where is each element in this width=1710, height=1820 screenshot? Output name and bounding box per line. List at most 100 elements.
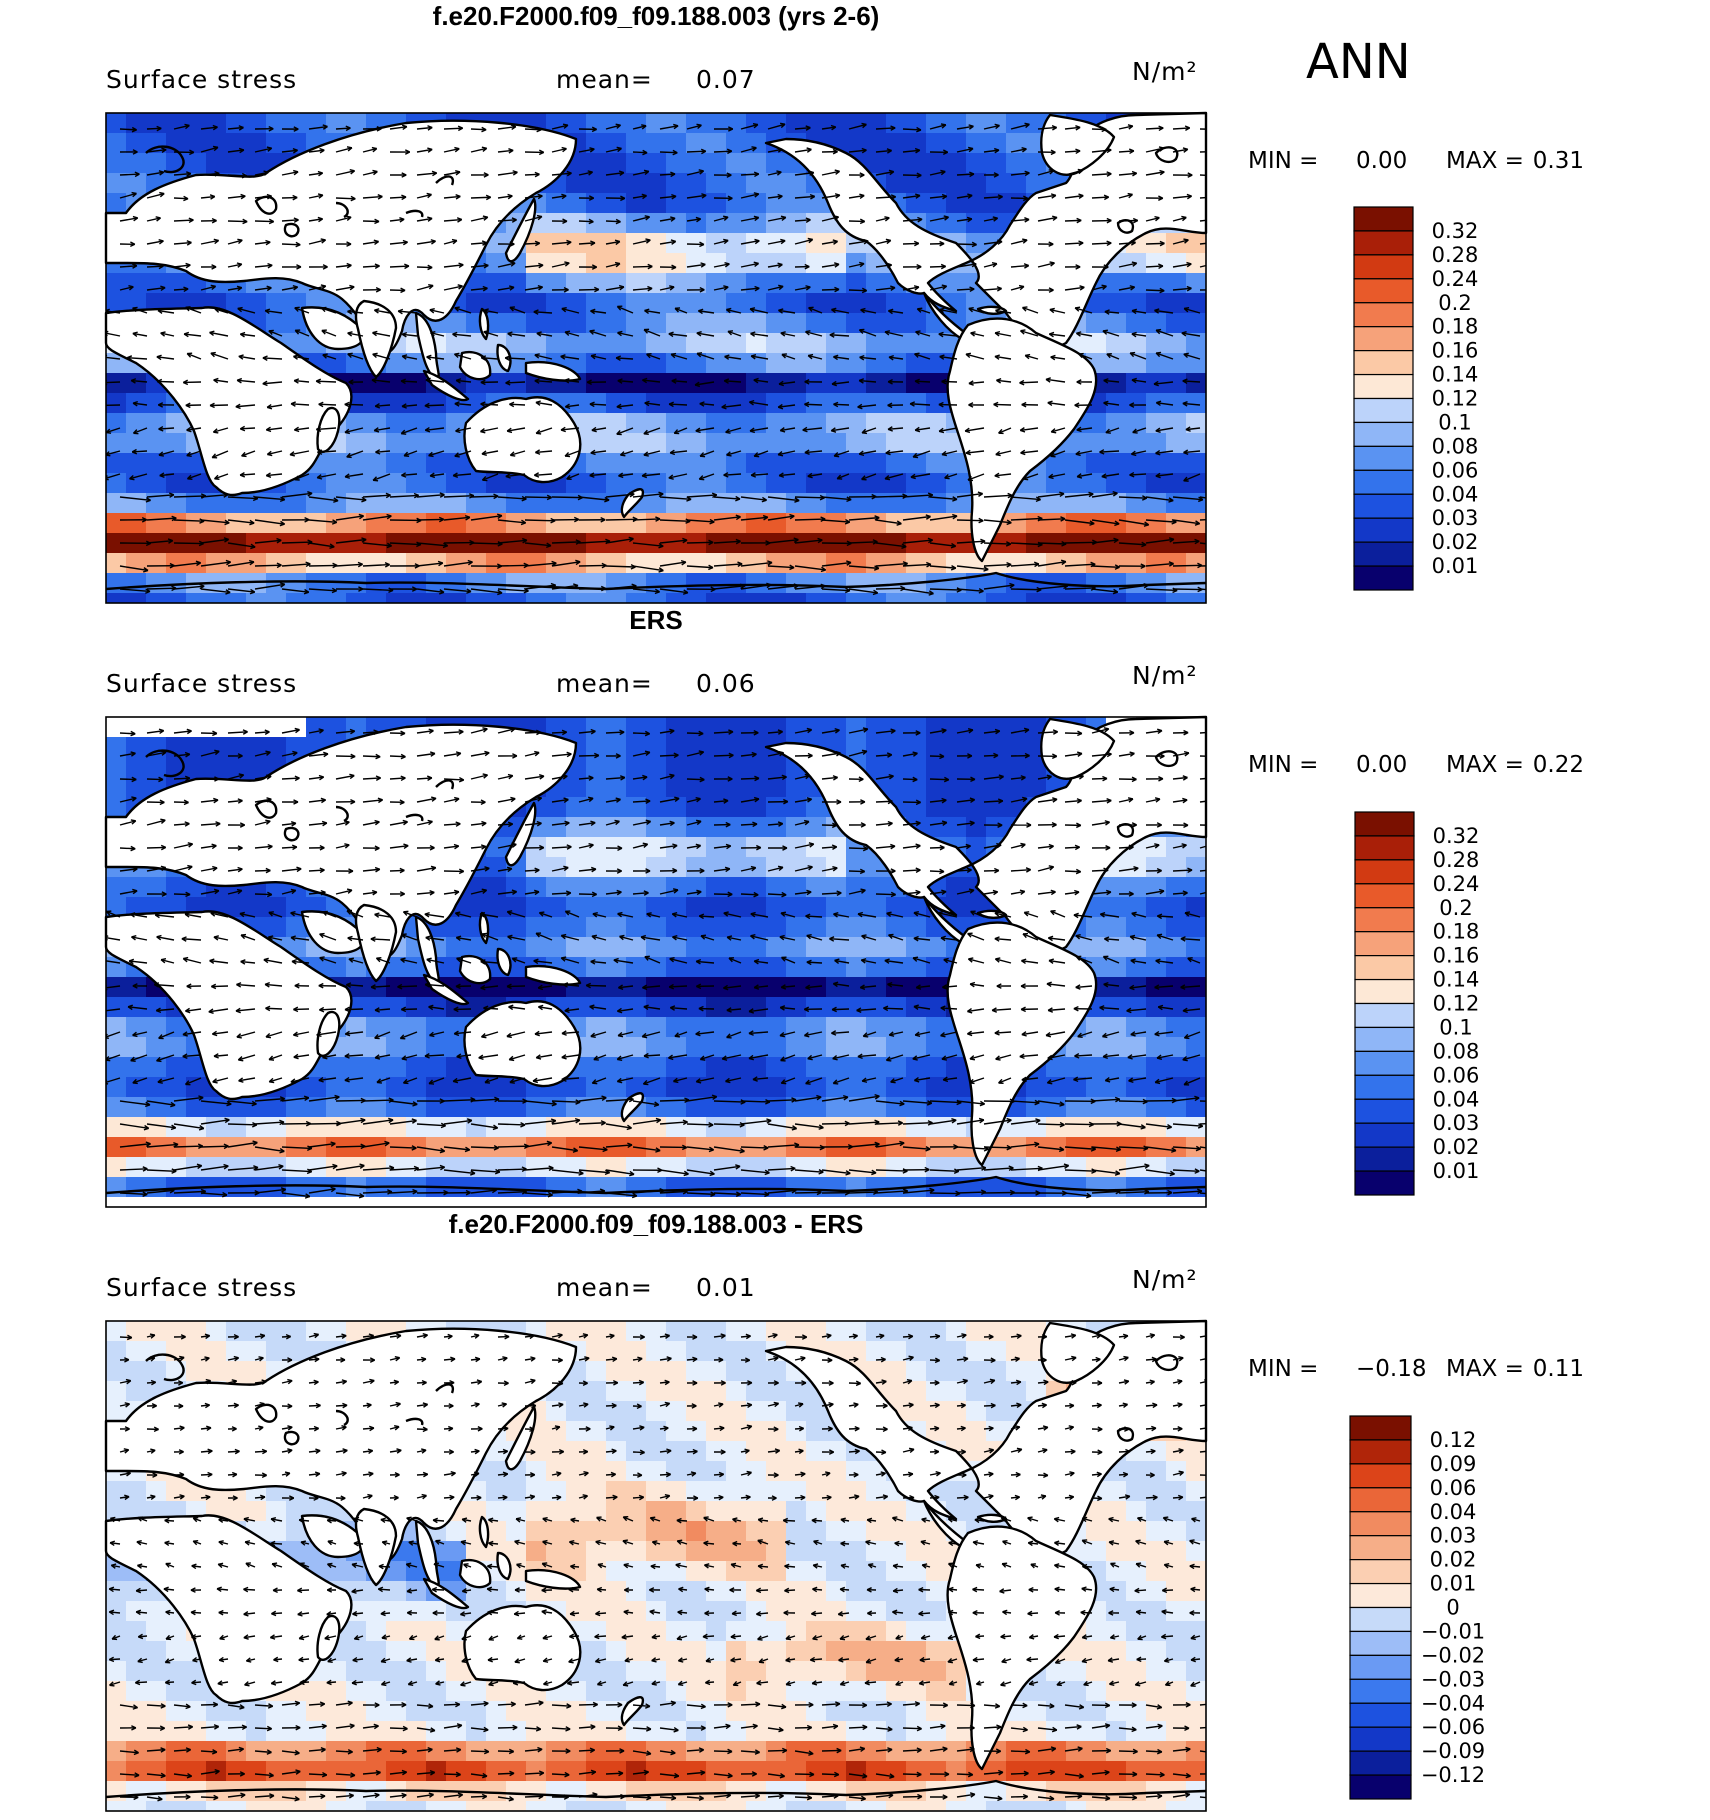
colorbar-tick-label: 0.24 xyxy=(1432,267,1479,291)
colorbar-tick-label: 0.01 xyxy=(1432,554,1479,578)
wind-vectors xyxy=(106,122,1206,596)
colorbar-swatch xyxy=(1354,907,1415,933)
colorbar-tick-label: −0.04 xyxy=(1421,1691,1485,1715)
colorbar-tick-label: 0.01 xyxy=(1433,1159,1480,1183)
colorbar-tick-label: 0.12 xyxy=(1432,387,1479,411)
colorbar-swatch xyxy=(1354,1026,1415,1052)
variable-label: Surface stress xyxy=(106,65,297,94)
colorbar-model: 0.320.280.240.20.180.160.140.120.10.080.… xyxy=(1353,206,1479,591)
colorbar-tick-label: 0.02 xyxy=(1433,1135,1480,1159)
colorbar-swatch xyxy=(1354,1050,1415,1076)
min-value: 0.00 xyxy=(1356,148,1407,174)
colorbar-tick-label: 0.03 xyxy=(1430,1524,1477,1548)
colorbar-swatch xyxy=(1353,350,1414,376)
min-label: MIN = xyxy=(1248,148,1318,174)
mean-label: mean= xyxy=(556,65,653,94)
map-diff xyxy=(104,1319,1208,1812)
colorbar-swatch xyxy=(1353,206,1414,232)
max-label: MAX = xyxy=(1446,148,1524,174)
colorbar-tick-label: 0.01 xyxy=(1430,1572,1477,1596)
colorbar-swatch xyxy=(1349,1606,1412,1633)
colorbar-swatch xyxy=(1349,1582,1412,1609)
colorbar-swatch xyxy=(1349,1463,1412,1489)
colorbar-swatch xyxy=(1353,445,1414,471)
colorbar-tick-label: 0.28 xyxy=(1432,243,1479,267)
colorbar-swatch xyxy=(1354,1074,1415,1100)
colorbar-tick-label: −0.09 xyxy=(1421,1739,1485,1763)
colorbar-tick-label: 0.12 xyxy=(1433,992,1480,1016)
colorbar-tick-label: −0.03 xyxy=(1421,1667,1485,1691)
colorbar-swatch xyxy=(1354,955,1415,981)
units-label: N/m² xyxy=(1132,661,1198,690)
colorbar-swatch xyxy=(1354,1098,1415,1124)
colorbar-tick-label: 0.06 xyxy=(1430,1476,1477,1500)
colorbar-swatch xyxy=(1353,230,1414,256)
colorbar-tick-label: 0.09 xyxy=(1430,1452,1477,1476)
min-value: −0.18 xyxy=(1356,1356,1426,1382)
mean-value: 0.07 xyxy=(696,65,756,94)
colorbar-tick-label: 0.12 xyxy=(1430,1428,1477,1452)
panel-title: f.e20.F2000.f09_f09.188.003 (yrs 2-6) xyxy=(433,1,880,31)
map-frame xyxy=(105,1320,1207,1812)
colorbar-swatch xyxy=(1353,565,1414,591)
colorbar-tick-label: −0.01 xyxy=(1421,1619,1485,1643)
colorbar-tick-label: 0.2 xyxy=(1438,291,1471,315)
colorbar-swatch xyxy=(1353,397,1414,424)
colorbar-swatch xyxy=(1353,302,1414,328)
colorbar-swatch xyxy=(1354,1146,1415,1172)
colorbar-tick-label: 0.32 xyxy=(1433,824,1480,848)
max-value: 0.31 xyxy=(1533,148,1584,174)
colorbar-tick-label: 0.06 xyxy=(1432,458,1479,482)
colorbar-swatch xyxy=(1353,254,1414,280)
min-label: MIN = xyxy=(1248,752,1318,778)
min-label: MIN = xyxy=(1248,1356,1318,1382)
colorbar-tick-label: 0.16 xyxy=(1432,339,1479,363)
colorbar-tick-label: 0.14 xyxy=(1432,363,1479,387)
colorbar-obs: 0.320.280.240.20.180.160.140.120.10.080.… xyxy=(1354,811,1480,1196)
colorbar-tick-label: 0.28 xyxy=(1433,848,1480,872)
colorbar-tick-label: 0.04 xyxy=(1430,1500,1477,1524)
colorbar-tick-label: 0 xyxy=(1446,1596,1459,1620)
colorbar-swatch xyxy=(1349,1559,1412,1585)
panel-obs: ERS Surface stress mean= 0.06 N/m² MIN = 0.00 M… xyxy=(104,605,1584,1208)
colorbar-tick-label: 0.08 xyxy=(1433,1039,1480,1063)
min-value: 0.00 xyxy=(1356,752,1407,778)
mean-label: mean= xyxy=(556,1273,653,1302)
colorbar-tick-label: 0.02 xyxy=(1432,530,1479,554)
colorbar-tick-label: −0.06 xyxy=(1421,1715,1485,1739)
map-obs xyxy=(104,715,1208,1208)
colorbar-tick-label: −0.02 xyxy=(1421,1643,1485,1667)
colorbar-swatch xyxy=(1353,469,1414,495)
colorbar-swatch xyxy=(1353,421,1414,447)
colorbar-tick-label: 0.18 xyxy=(1432,315,1479,339)
colorbar-tick-label: −0.12 xyxy=(1421,1763,1485,1787)
colorbar-tick-label: 0.16 xyxy=(1433,944,1480,968)
mean-label: mean= xyxy=(556,669,653,698)
colorbar-tick-label: 0.14 xyxy=(1433,968,1480,992)
colorbar-swatch xyxy=(1354,883,1415,909)
colorbar-tick-label: 0.2 xyxy=(1439,896,1472,920)
colorbar-swatch xyxy=(1349,1726,1412,1752)
colorbar-swatch xyxy=(1354,931,1415,957)
variable-label: Surface stress xyxy=(106,1273,297,1302)
map-frame xyxy=(105,112,1207,604)
colorbar-tick-label: 0.06 xyxy=(1433,1063,1480,1087)
colorbar-swatch xyxy=(1349,1678,1412,1704)
colorbar-tick-label: 0.1 xyxy=(1439,1015,1472,1039)
colorbar-swatch xyxy=(1349,1511,1412,1537)
colorbar-tick-label: 0.18 xyxy=(1433,920,1480,944)
mean-value: 0.06 xyxy=(696,669,756,698)
season-label: ANN xyxy=(1306,34,1411,90)
colorbar-swatch xyxy=(1353,541,1414,567)
wind-vectors xyxy=(106,727,1206,1199)
wind-vectors xyxy=(108,1332,1206,1802)
panel-diff: f.e20.F2000.f09_f09.188.003 - ERS Surface… xyxy=(104,1209,1584,1812)
colorbar-swatch xyxy=(1349,1774,1412,1800)
colorbar-swatch xyxy=(1349,1439,1412,1465)
units-label: N/m² xyxy=(1132,1265,1198,1294)
panel-model: f.e20.F2000.f09_f09.188.003 (yrs 2-6) Sur… xyxy=(104,1,1584,604)
mean-value: 0.01 xyxy=(696,1273,756,1302)
colorbar-swatch xyxy=(1353,326,1414,352)
colorbar-tick-label: 0.04 xyxy=(1432,482,1479,506)
